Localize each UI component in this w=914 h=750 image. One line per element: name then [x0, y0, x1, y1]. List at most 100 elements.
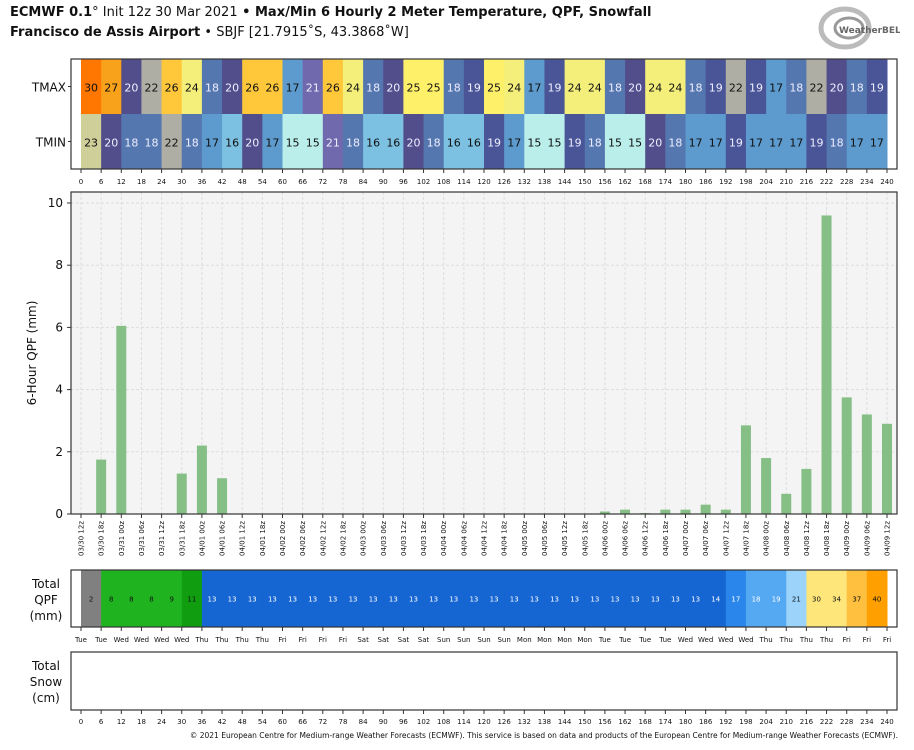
station-info: SBJF [21.7915˚S, 43.3868˚W]	[216, 25, 409, 40]
x-tick-label: 54	[258, 718, 267, 726]
total-qpf-cell	[383, 570, 404, 627]
total-qpf-cell	[423, 570, 445, 627]
tmax-value: 25	[427, 82, 441, 95]
x-tick-label: 78	[338, 718, 347, 726]
tmax-value: 22	[145, 82, 159, 95]
degree-mark: °	[92, 5, 99, 20]
x-tick-label: 03/31 06z	[138, 521, 146, 556]
x-tick-label: 228	[840, 718, 853, 726]
total-qpf-cell	[766, 570, 787, 627]
tmin-value: 20	[245, 137, 259, 150]
x-tick-label: 132	[518, 718, 531, 726]
tmax-cell	[322, 59, 344, 114]
tmin-cell	[625, 114, 646, 169]
total-qpf-cell	[121, 570, 142, 627]
total-qpf-label: (mm)	[30, 609, 63, 623]
x-tick-label: 04/01 18z	[259, 521, 267, 556]
total-qpf-cell	[806, 570, 828, 627]
x-tick-label: 144	[558, 718, 572, 726]
x-tick-label: 186	[699, 178, 713, 186]
x-tick-label: 132	[518, 178, 531, 186]
tmin-cell	[665, 114, 686, 169]
x-tick-label: 04/04 06z	[460, 521, 468, 556]
tmin-cell	[866, 114, 888, 169]
x-tick-label: 192	[719, 718, 732, 726]
x-tick-label: 168	[639, 718, 652, 726]
tmax-value: 18	[366, 82, 380, 95]
total-snow-label: (cm)	[32, 691, 60, 705]
separator: •	[200, 25, 217, 40]
day-tick-label: Sun	[477, 636, 490, 644]
x-tick-label: 18	[137, 178, 146, 186]
tmax-value: 30	[84, 82, 98, 95]
day-tick-label: Tue	[638, 636, 651, 644]
total-qpf-value: 14	[711, 596, 720, 604]
total-qpf-cell	[181, 570, 203, 627]
day-tick-label: Thu	[255, 636, 269, 644]
total-qpf-value: 13	[449, 596, 458, 604]
tmax-cell	[201, 59, 223, 114]
total-qpf-cell	[625, 570, 646, 627]
tmax-value: 20	[628, 82, 642, 95]
total-qpf-value: 8	[129, 596, 133, 604]
title-line-2: Francisco de Assis Airport • SBJF [21.79…	[10, 25, 409, 40]
tmax-cell	[141, 59, 163, 114]
x-tick-label: 84	[359, 718, 368, 726]
tmax-cell	[786, 59, 807, 114]
tmin-cell	[141, 114, 163, 169]
total-qpf-cell	[524, 570, 545, 627]
total-qpf-cell	[463, 570, 485, 627]
total-qpf-value: 34	[832, 596, 841, 604]
total-qpf-value: 13	[469, 596, 478, 604]
x-tick-label: 240	[880, 178, 893, 186]
total-qpf-value: 17	[731, 596, 740, 604]
weatherbell-logo: WeatherBELL	[818, 6, 900, 50]
tmin-value: 15	[548, 137, 562, 150]
day-tick-label: Mon	[577, 636, 592, 644]
x-tick-label: 168	[639, 178, 652, 186]
qpf-bar	[660, 509, 671, 514]
tmin-cell	[181, 114, 203, 169]
day-tick-label: Sun	[497, 636, 510, 644]
x-tick-label: 36	[197, 718, 206, 726]
tmin-cell	[745, 114, 767, 169]
tmin-value: 23	[84, 137, 98, 150]
tmin-value: 16	[366, 137, 380, 150]
total-qpf-value: 21	[792, 596, 801, 604]
x-tick-label: 04/04 00z	[440, 521, 448, 556]
day-tick-label: Sat	[357, 636, 369, 644]
tmax-cell	[685, 59, 707, 114]
tmax-cell	[101, 59, 122, 114]
tmax-value: 19	[467, 82, 481, 95]
tmin-value: 20	[104, 137, 118, 150]
total-qpf-value: 9	[169, 596, 173, 604]
x-tick-label: 90	[379, 718, 388, 726]
x-tick-label: 234	[860, 718, 874, 726]
tmin-value: 18	[427, 137, 441, 150]
x-tick-label: 198	[739, 718, 752, 726]
row-label-tmin: TMIN	[35, 136, 66, 150]
tmin-value: 18	[668, 137, 682, 150]
qpf-bar	[761, 458, 772, 514]
total-qpf-value: 13	[248, 596, 257, 604]
total-qpf-cell	[141, 570, 163, 627]
total-qpf-value: 18	[752, 596, 761, 604]
total-qpf-cell	[685, 570, 707, 627]
total-qpf-label: Total	[31, 577, 60, 591]
total-qpf-cell	[705, 570, 727, 627]
tmax-value: 26	[326, 82, 340, 95]
tmax-cell	[484, 59, 505, 114]
total-qpf-value: 40	[872, 596, 881, 604]
total-qpf-cell	[201, 570, 223, 627]
x-tick-label: 66	[298, 718, 307, 726]
tmin-value: 17	[850, 137, 864, 150]
tmin-cell	[363, 114, 384, 169]
total-qpf-value: 13	[349, 596, 358, 604]
separator: •	[237, 5, 255, 20]
x-tick-label: 186	[699, 718, 713, 726]
x-tick-label: 48	[238, 178, 247, 186]
x-tick-label: 12	[117, 178, 126, 186]
qpf-bar	[599, 511, 610, 514]
x-tick-label: 04/02 12z	[319, 521, 327, 556]
